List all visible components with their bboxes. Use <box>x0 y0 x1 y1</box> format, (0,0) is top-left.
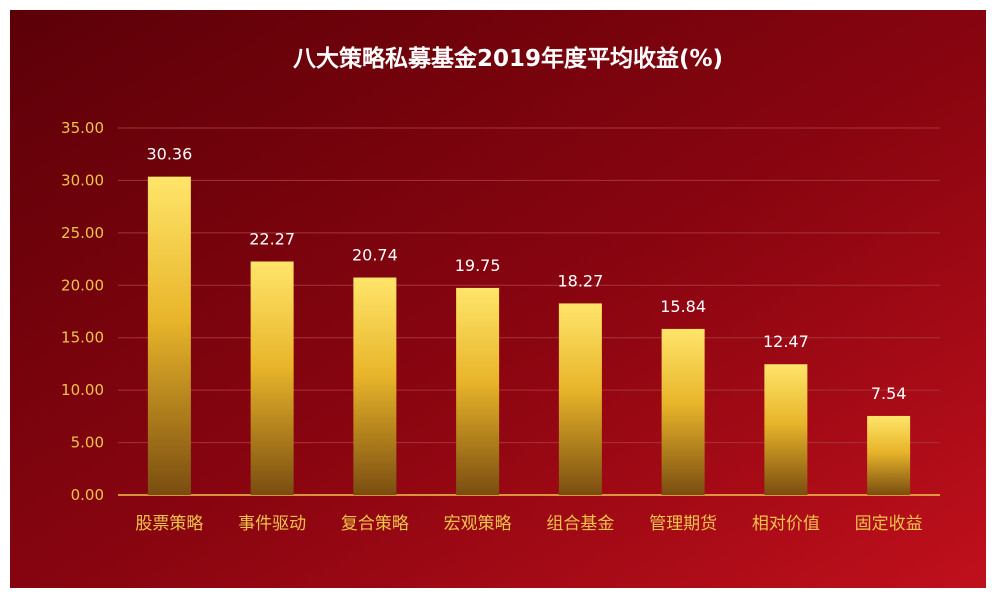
x-tick-label: 事件驱动 <box>238 514 306 534</box>
bar <box>764 364 808 495</box>
x-tick-label: 复合策略 <box>341 514 409 534</box>
bar-value-label: 22.27 <box>249 229 295 248</box>
y-tick-label: 25.00 <box>61 224 104 242</box>
y-tick-label: 10.00 <box>61 381 104 399</box>
x-tick-label: 组合基金 <box>546 514 614 534</box>
bar <box>867 415 911 495</box>
bar-value-label: 7.54 <box>871 384 907 403</box>
y-tick-label: 0.00 <box>71 486 104 504</box>
bar <box>661 328 705 495</box>
bar <box>558 303 602 495</box>
y-tick-label: 15.00 <box>61 329 104 347</box>
x-tick-label: 固定收益 <box>855 514 923 534</box>
chart-title: 八大策略私募基金2019年度平均收益(%) <box>293 45 723 72</box>
bar <box>250 261 294 495</box>
y-tick-label: 35.00 <box>61 119 104 137</box>
x-tick-label: 股票策略 <box>135 514 203 534</box>
y-tick-label: 20.00 <box>61 276 104 294</box>
bar-chart: 八大策略私募基金2019年度平均收益(%) 0.00 5.00 10.00 15.00… <box>10 10 986 588</box>
chart-container: 八大策略私募基金2019年度平均收益(%) 0.00 5.00 10.00 15.00… <box>10 10 986 588</box>
bars <box>147 176 911 495</box>
bar-value-label: 30.36 <box>146 145 192 164</box>
y-tick-label: 5.00 <box>71 434 104 452</box>
y-axis-ticks: 0.00 5.00 10.00 15.00 20.00 25.00 30.00 35.00 <box>61 119 104 504</box>
value-labels: 30.36 22.27 20.74 19.75 18.27 15.84 12.47 7.54 <box>146 145 906 403</box>
y-tick-label: 30.00 <box>61 171 104 189</box>
bar <box>147 176 191 495</box>
x-axis-ticks: 股票策略 事件驱动 复合策略 宏观策略 组合基金 管理期货 相对价值 固定收益 <box>135 514 922 534</box>
bar-value-label: 15.84 <box>660 297 706 316</box>
x-tick-label: 相对价值 <box>752 514 820 534</box>
bar <box>456 287 500 495</box>
bar-value-label: 12.47 <box>763 332 809 351</box>
bar-value-label: 20.74 <box>352 246 398 265</box>
bar-value-label: 18.27 <box>557 271 603 290</box>
x-tick-label: 宏观策略 <box>444 514 512 534</box>
bar-value-label: 19.75 <box>455 256 501 275</box>
x-tick-label: 管理期货 <box>649 514 717 534</box>
bar <box>353 277 397 495</box>
